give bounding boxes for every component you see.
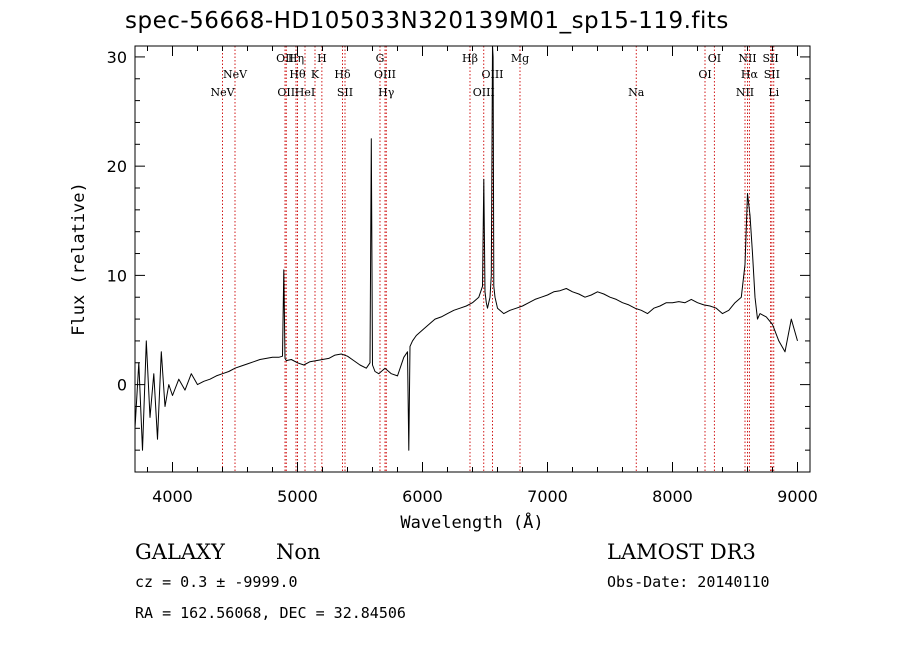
survey-name: LAMOST DR3 [607, 540, 756, 564]
line-marker-label: OII [277, 86, 295, 99]
y-axis: 0 10 20 30 [107, 48, 810, 473]
line-marker-label: OI [698, 68, 711, 81]
x-tick-label: 8000 [652, 487, 693, 506]
line-marker-label: Hγ [378, 86, 395, 99]
plot-frame [134, 45, 811, 473]
line-marker-label: Na [628, 86, 645, 99]
line-marker-label: OIII [481, 68, 503, 81]
x-tick-label: 5000 [277, 487, 318, 506]
line-marker-label: G [376, 52, 385, 65]
y-tick-label: 10 [107, 266, 127, 285]
line-marker-label: SII [764, 68, 780, 81]
line-marker-label: NII [736, 86, 754, 99]
line-marker-label: Hδ [334, 68, 351, 81]
y-tick-label: 0 [117, 376, 127, 395]
line-marker-label: Hα [741, 68, 759, 81]
line-marker-label: K [311, 68, 320, 81]
x-axis: 4000 5000 6000 7000 8000 9000 [147, 46, 818, 506]
line-marker-labels: NeVNeVOIIOIIHηHθHeIKHHδSIIGOIIIHγHβOIIIO… [210, 52, 780, 99]
line-marker-label: NII [738, 52, 756, 65]
y-tick-label: 20 [107, 157, 127, 176]
line-marker-label: Hβ [462, 52, 478, 65]
coordinates: RA = 162.56068, DEC = 32.84506 [135, 604, 406, 622]
x-tick-label: 9000 [777, 487, 818, 506]
x-tick-label: 7000 [527, 487, 568, 506]
object-subclass: Non [276, 540, 321, 564]
line-marker-label: OII [276, 52, 294, 65]
line-marker-label: NeV [210, 86, 235, 99]
object-class: GALAXY [135, 540, 225, 564]
line-marker-label: SII [763, 52, 779, 65]
line-marker-label: H [317, 52, 327, 65]
spectrum-line [134, 45, 798, 451]
x-tick-label: 4000 [152, 487, 193, 506]
line-marker-label: OI [708, 52, 721, 65]
spectrum-series [134, 45, 798, 451]
x-axis-label: Wavelength (Å) [400, 511, 543, 533]
line-marker-label: OIII [374, 68, 396, 81]
obs-date: Obs-Date: 20140110 [607, 573, 770, 591]
chart-title: spec-56668-HD105033N320139M01_sp15-119.f… [125, 8, 729, 34]
line-marker-label: Hθ [289, 68, 306, 81]
x-tick-label: 6000 [402, 487, 443, 506]
line-marker-label: Mg [511, 52, 529, 65]
line-marker-label: HeI [295, 86, 315, 99]
line-marker-label: SII [337, 86, 353, 99]
redshift-text: cz = 0.3 ± -9999.0 [135, 573, 298, 591]
line-markers [222, 46, 775, 472]
y-tick-label: 30 [107, 48, 127, 67]
y-axis-label: Flux (relative) [69, 182, 89, 336]
line-marker-label: Hη [288, 52, 304, 65]
line-marker-label: Li [768, 86, 779, 99]
line-marker-label: OIII [473, 86, 495, 99]
line-marker-label: NeV [223, 68, 248, 81]
